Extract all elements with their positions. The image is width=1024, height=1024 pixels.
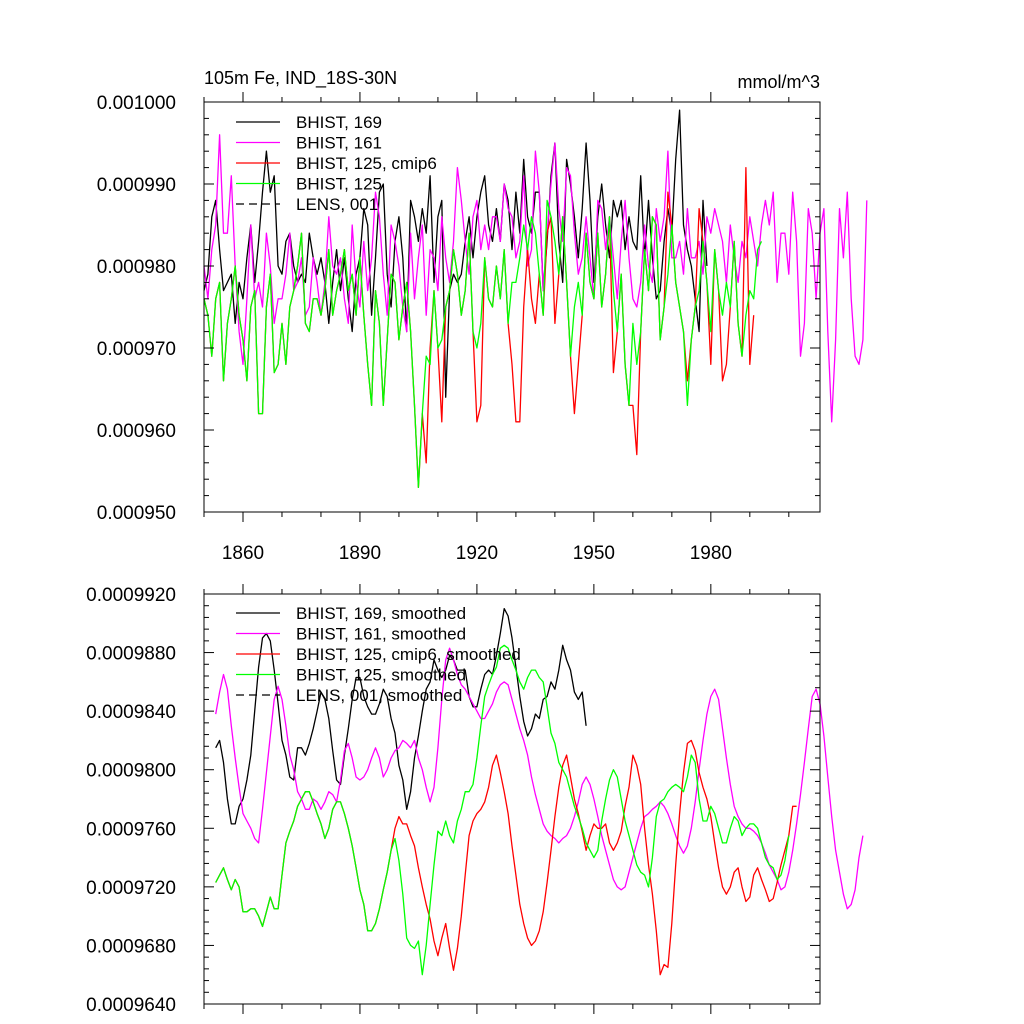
top-panel: 105m Fe, IND_18S-30N mmol/m^3 0.0009500.… xyxy=(97,68,868,564)
top-legend-label-bhist-125-cmip6: BHIST, 125, cmip6 xyxy=(296,154,437,173)
top-xtick-label: 1950 xyxy=(573,543,615,564)
top-series-line-bhist-125 xyxy=(203,199,763,489)
top-xtick-label: 1890 xyxy=(339,543,381,564)
top-ytick-label: 0.000950 xyxy=(97,503,176,524)
bottom-legend-label-bhist-169-smoothed: BHIST, 169, smoothed xyxy=(296,604,466,623)
top-xtick-label: 1920 xyxy=(456,543,498,564)
top-legend-label-lens-001: LENS, 001 xyxy=(296,195,378,214)
top-ytick-label: 0.001000 xyxy=(97,93,176,114)
top-ytick-label: 0.000960 xyxy=(97,421,176,442)
top-legend-label-bhist-125: BHIST, 125 xyxy=(296,175,382,194)
bottom-panel-ticks: 0.0009640 0.0009680 0.0009720 0.0009760 0.00… xyxy=(86,584,820,1016)
top-ytick-label: 0.000990 xyxy=(97,175,176,196)
top-xtick-label: 1980 xyxy=(690,543,732,564)
top-panel-title: 105m Fe, IND_18S-30N xyxy=(204,68,397,89)
bottom-legend-label-bhist-125-cmip6-smoothed: BHIST, 125, cmip6, smoothed xyxy=(296,645,521,664)
top-panel-units: mmol/m^3 xyxy=(738,72,820,92)
bottom-ytick-label: 0.0009800 xyxy=(86,761,176,782)
top-panel-ticks: 0.000950 0.000960 0.000970 0.000980 0.000990… xyxy=(97,92,820,564)
bottom-legend-label-bhist-125-smoothed: BHIST, 125, smoothed xyxy=(296,666,466,685)
top-panel-frame xyxy=(203,101,821,513)
bottom-ytick-label: 0.0009840 xyxy=(86,702,176,723)
bottom-panel-series xyxy=(215,607,864,976)
bottom-series-line-bhist-125-smoothed xyxy=(215,644,790,976)
top-panel-series xyxy=(203,109,868,489)
top-legend-label-bhist-169: BHIST, 169 xyxy=(296,113,382,132)
bottom-series-line-bhist-161-smoothed xyxy=(215,647,864,910)
bottom-ytick-label: 0.0009720 xyxy=(86,878,176,899)
bottom-legend-label-bhist-161-smoothed: BHIST, 161, smoothed xyxy=(296,625,466,644)
bottom-ytick-label: 0.0009680 xyxy=(86,936,176,957)
bottom-ytick-label: 0.0009760 xyxy=(86,819,176,840)
bottom-ytick-label: 0.0009880 xyxy=(86,644,176,665)
bottom-series-line-bhist-169-smoothed xyxy=(215,607,587,825)
top-xtick-label: 1860 xyxy=(222,543,264,564)
bottom-panel-frame xyxy=(203,593,821,1005)
bottom-panel-legend: BHIST, 169, smoothed BHIST, 161, smoothed… xyxy=(236,604,521,705)
bottom-panel: 0.0009640 0.0009680 0.0009720 0.0009760 0.00… xyxy=(86,584,864,1016)
top-ytick-label: 0.000980 xyxy=(97,257,176,278)
bottom-legend-label-lens-001-smoothed: LENS, 001, smoothed xyxy=(296,686,462,705)
top-legend-label-bhist-161: BHIST, 161 xyxy=(296,134,382,153)
bottom-ytick-label: 0.0009920 xyxy=(86,585,176,606)
top-ytick-label: 0.000970 xyxy=(97,339,176,360)
bottom-ytick-label: 0.0009640 xyxy=(86,995,176,1016)
